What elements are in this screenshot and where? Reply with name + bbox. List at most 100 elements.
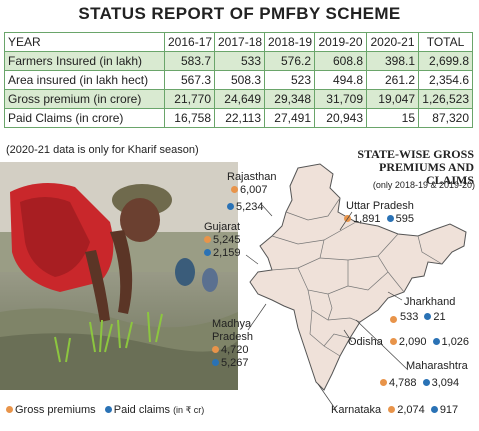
state-name: Maharashtra — [406, 360, 468, 372]
claims-dot-icon — [227, 203, 234, 210]
report-title: STATUS REPORT OF PMFBY SCHEME — [78, 4, 401, 23]
premium-value: 6,007 — [240, 184, 268, 196]
row-label: Paid Claims (in crore) — [4, 108, 165, 128]
state-name: Karnataka — [331, 404, 382, 416]
table-cell: 398.1 — [366, 51, 419, 71]
legend-unit: (in ₹ cr) — [173, 405, 205, 415]
table-cell: 523 — [264, 70, 315, 90]
premium-value: 4,720 — [221, 344, 249, 356]
map-title-line: PREMIUMS AND CLAIMS — [379, 160, 474, 187]
premium-value: 2,090 — [398, 336, 427, 348]
column-header: 2018-19 — [264, 32, 315, 52]
table-cell: 31,709 — [314, 89, 367, 109]
state-name: Pradesh — [212, 331, 253, 343]
premium-dot-icon — [380, 379, 387, 386]
legend-premium-label: Gross premiums — [15, 404, 96, 416]
claims-dot-icon — [432, 338, 440, 345]
table-cell: 24,649 — [214, 89, 265, 109]
table-row: Gross premium (in crore) 21,770 24,649 2… — [4, 89, 473, 109]
column-header: YEAR — [4, 32, 165, 52]
claims-dot-icon — [386, 215, 394, 222]
state-name: Jharkhand — [404, 296, 456, 308]
table-cell: 494.8 — [314, 70, 367, 90]
premium-dot-icon — [389, 338, 397, 345]
table-row: Area insured (in lakh hect) 567.3 508.3 … — [4, 70, 473, 90]
table-cell: 21,770 — [164, 89, 215, 109]
table-cell: 16,758 — [164, 108, 215, 128]
state-name: Odisha — [348, 336, 383, 348]
table-cell: 2,699.8 — [418, 51, 473, 71]
india-map — [249, 163, 467, 391]
state-name: Uttar Pradesh — [346, 200, 414, 212]
claims-value: 21 — [433, 311, 446, 323]
state-odisha: Odisha 2,090 1,026 — [348, 336, 469, 349]
table-cell: 583.7 — [164, 51, 215, 71]
state-karnataka: Karnataka 2,074 917 — [331, 404, 458, 417]
claims-value: 3,094 — [431, 377, 460, 389]
state-name: Gujarat — [204, 221, 241, 233]
farmer-illustration — [0, 162, 238, 390]
table-cell: 576.2 — [264, 51, 315, 71]
table-cell: 20,943 — [314, 108, 367, 128]
claims-dot-icon — [212, 359, 219, 366]
claims-dot-icon — [204, 249, 211, 256]
legend-claims-label: Paid claims — [113, 404, 170, 416]
map-title: STATE-WISE GROSS PREMIUMS AND CLAIMS — [344, 148, 474, 187]
column-header: 2016-17 — [164, 32, 215, 52]
premium-value: 533 — [400, 311, 419, 323]
table-cell: 608.8 — [314, 51, 367, 71]
status-table: YEAR 2016-17 2017-18 2018-19 2019-20 202… — [4, 32, 473, 128]
table-header-row: YEAR 2016-17 2017-18 2018-19 2019-20 202… — [4, 32, 473, 52]
premium-value: 5,245 — [213, 234, 241, 246]
table-cell: 1,26,523 — [418, 89, 473, 109]
table-cell: 2,354.6 — [418, 70, 473, 90]
state-name: Madhya — [212, 318, 252, 330]
table-cell: 87,320 — [418, 108, 473, 128]
legend: Gross premiums Paid claims (in ₹ cr) — [6, 404, 204, 416]
premium-dot-icon — [204, 236, 211, 243]
table-cell: 567.3 — [164, 70, 215, 90]
map-subtitle: (only 2018-19 & 2019-20) — [372, 180, 475, 190]
table-cell: 19,047 — [366, 89, 419, 109]
claims-value: 2,159 — [213, 247, 241, 259]
column-header: 2020-21 — [366, 32, 419, 52]
claims-value: 1,026 — [441, 336, 470, 348]
claims-value: 595 — [395, 213, 414, 225]
claims-dot-icon — [430, 406, 438, 413]
table-cell: 15 — [366, 108, 419, 128]
state-rajasthan: Rajasthan 6,007 5,234 — [227, 171, 277, 214]
premium-legend-icon — [6, 406, 13, 413]
claims-dot-icon — [422, 379, 430, 386]
column-header: 2017-18 — [214, 32, 265, 52]
claims-dot-icon — [424, 313, 432, 320]
claims-value: 5,234 — [236, 201, 264, 213]
premium-dot-icon — [212, 346, 219, 353]
row-label: Gross premium (in crore) — [4, 89, 165, 109]
premium-value: 4,788 — [389, 377, 417, 389]
claims-value: 5,267 — [221, 357, 249, 369]
india-outline — [249, 163, 467, 391]
table-cell: 29,348 — [264, 89, 315, 109]
state-gujarat: Gujarat 5,245 2,159 — [204, 221, 241, 260]
premium-dot-icon — [390, 316, 397, 323]
premium-dot-icon — [388, 406, 396, 413]
table-cell: 533 — [214, 51, 265, 71]
table-row: Paid Claims (in crore) 16,758 22,113 27,… — [4, 108, 473, 128]
data-note: (2020-21 data is only for Kharif season) — [6, 144, 199, 156]
row-label: Farmers Insured (in lakh) — [4, 51, 165, 71]
state-maharashtra: Maharashtra 4,788 3,094 — [380, 360, 468, 390]
farmer-photo — [0, 162, 238, 390]
table-cell: 27,491 — [264, 108, 315, 128]
map-title-line: STATE-WISE GROSS — [357, 147, 474, 161]
state-jharkhand: Jharkhand 533 21 — [398, 296, 455, 324]
table-row: Farmers Insured (in lakh) 583.7 533 576.… — [4, 51, 473, 71]
claims-legend-icon — [104, 406, 112, 413]
claims-value: 917 — [439, 404, 459, 416]
state-name: Rajasthan — [227, 171, 277, 183]
table-cell: 261.2 — [366, 70, 419, 90]
premium-value: 2,074 — [397, 404, 425, 416]
table-cell: 508.3 — [214, 70, 265, 90]
premium-dot-icon — [231, 186, 238, 193]
row-label: Area insured (in lakh hect) — [4, 70, 165, 90]
